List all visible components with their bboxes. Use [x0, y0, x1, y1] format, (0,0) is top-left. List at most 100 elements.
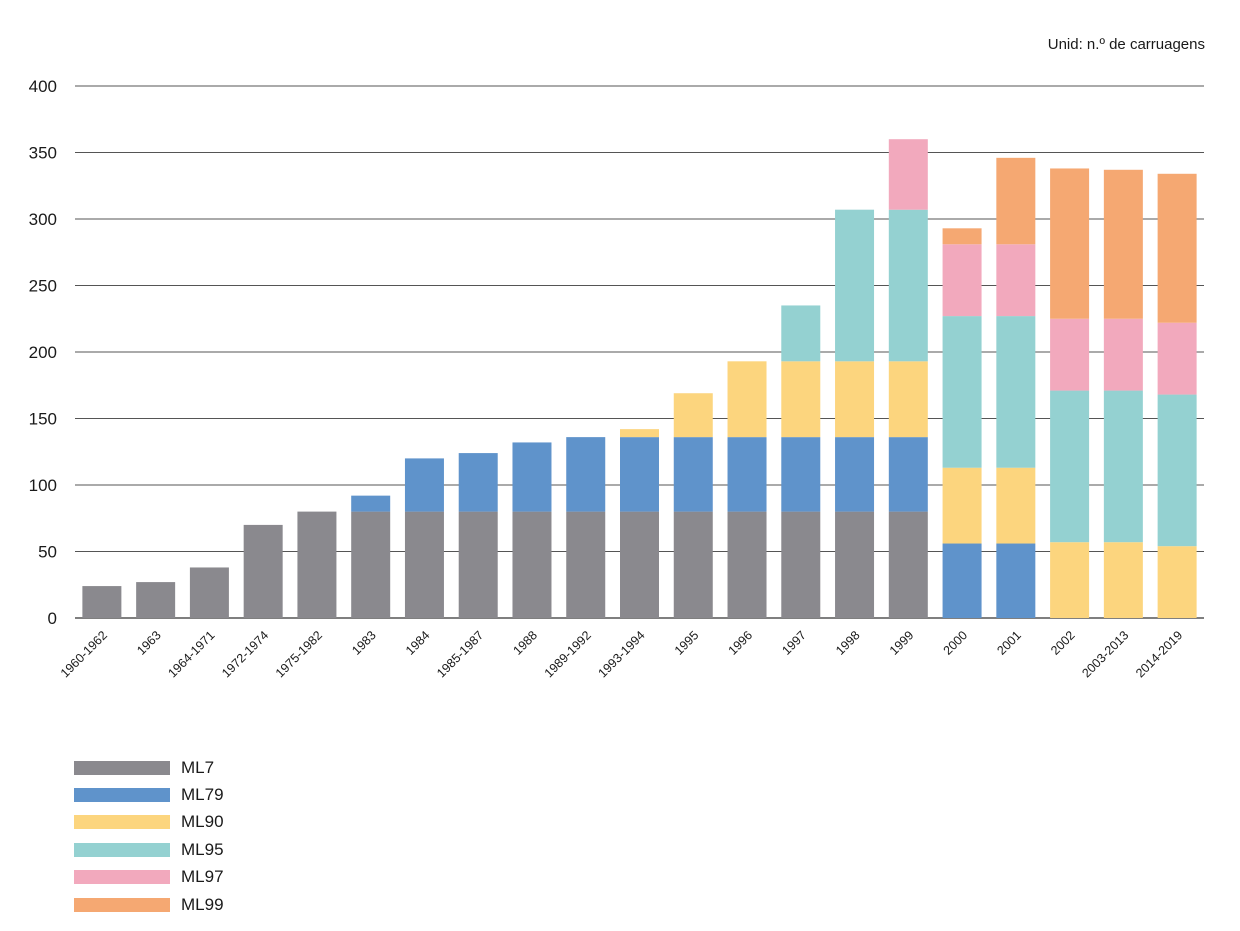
x-tick-label: 2000	[941, 628, 971, 658]
legend-item-ml99: ML99	[74, 891, 224, 918]
bar-segment-ml7	[781, 511, 821, 618]
legend-item-ml95: ML95	[74, 836, 224, 863]
bar-segment-ml79	[404, 458, 444, 512]
bar-segment-ml90	[835, 361, 875, 438]
legend-label: ML90	[181, 812, 224, 832]
bar-segment-ml79	[620, 437, 659, 512]
y-tick-label: 0	[48, 609, 57, 628]
bars	[82, 139, 1197, 618]
bar-segment-ml95	[1050, 390, 1090, 543]
x-axis-tick-labels: 1960-1962 1963 1964-1971 1972-1974 1975-1982…	[58, 628, 1185, 680]
legend-item-ml90: ML90	[74, 809, 224, 836]
bar-segment-ml79	[673, 437, 713, 512]
bar-segment-ml79	[351, 495, 391, 512]
bar-segment-ml7	[297, 511, 337, 618]
bar-segment-ml99	[1157, 173, 1197, 323]
bar-segment-ml90	[727, 361, 767, 438]
bar-segment-ml90	[1157, 546, 1197, 618]
bar-segment-ml97	[1157, 322, 1197, 395]
y-tick-label: 350	[29, 144, 57, 163]
legend: ML7 ML79 ML90 ML95 ML97 ML99	[74, 754, 224, 918]
bar-segment-ml7	[243, 524, 283, 618]
x-tick-label: 1993-1994	[595, 628, 647, 680]
x-tick-label: 1988	[511, 628, 541, 658]
bar-segment-ml79	[781, 437, 821, 512]
bar-segment-ml97	[1103, 318, 1143, 391]
x-tick-label: 1998	[833, 628, 863, 658]
y-tick-label: 250	[29, 277, 57, 296]
bar-segment-ml79	[942, 543, 982, 618]
bar-segment-ml95	[781, 305, 821, 362]
bar-segment-ml90	[942, 467, 982, 544]
bar-segment-ml90	[620, 429, 659, 438]
bar-segment-ml97	[1050, 318, 1090, 391]
bar-segment-ml95	[996, 316, 1036, 468]
y-tick-label: 300	[29, 210, 57, 229]
legend-item-ml7: ML7	[74, 754, 224, 781]
legend-swatch	[74, 897, 170, 912]
x-tick-label: 1989-1992	[542, 628, 594, 680]
bar-segment-ml7	[835, 511, 875, 618]
y-tick-label: 200	[29, 343, 57, 362]
x-tick-label: 1997	[779, 628, 809, 658]
bar-segment-ml79	[458, 453, 498, 512]
legend-label: ML79	[181, 785, 224, 805]
legend-swatch	[74, 842, 170, 857]
bar-segment-ml95	[942, 316, 982, 468]
legend-label: ML95	[181, 839, 224, 859]
bar-segment-ml97	[996, 244, 1036, 317]
bar-segment-ml79	[566, 437, 606, 512]
x-tick-label: 2002	[1048, 628, 1078, 658]
legend-swatch	[74, 760, 170, 775]
legend-label: ML97	[181, 867, 224, 887]
bar-segment-ml90	[673, 393, 713, 438]
y-tick-label: 400	[29, 77, 57, 96]
x-tick-label: 2003-2013	[1079, 628, 1131, 680]
y-axis-tick-labels: 0 50 100 150 200 250 300 350 400	[29, 77, 57, 628]
x-tick-label: 2001	[994, 628, 1024, 658]
legend-item-ml97: ML97	[74, 864, 224, 891]
x-tick-label: 1972-1974	[219, 628, 271, 680]
bar-segment-ml7	[512, 511, 552, 618]
bar-segment-ml95	[888, 209, 928, 362]
x-tick-label: 2014-2019	[1133, 628, 1185, 680]
bar-segment-ml7	[620, 511, 659, 618]
x-tick-label: 1975-1982	[273, 628, 325, 680]
bar-segment-ml7	[566, 511, 606, 618]
x-tick-label: 1995	[672, 628, 702, 658]
x-tick-label: 1996	[726, 628, 756, 658]
bar-segment-ml95	[1103, 390, 1143, 543]
x-tick-label: 1964-1971	[165, 628, 217, 680]
bar-segment-ml79	[996, 543, 1036, 618]
bar-segment-ml90	[888, 361, 928, 438]
x-tick-label: 1999	[887, 628, 917, 658]
x-tick-label: 1983	[349, 628, 379, 658]
bar-segment-ml79	[512, 442, 552, 512]
bar-segment-ml90	[1103, 542, 1143, 618]
x-tick-label: 1984	[403, 628, 433, 658]
bar-segment-ml79	[835, 437, 875, 512]
bar-segment-ml90	[781, 361, 821, 438]
y-tick-label: 100	[29, 476, 57, 495]
legend-item-ml79: ML79	[74, 781, 224, 808]
legend-label: ML99	[181, 894, 224, 914]
bar-segment-ml7	[888, 511, 928, 618]
legend-label: ML7	[181, 757, 215, 777]
bar-segment-ml99	[1103, 169, 1143, 319]
legend-swatch	[74, 870, 170, 885]
bar-segment-ml95	[835, 209, 875, 362]
bar-segment-ml7	[351, 511, 391, 618]
bar-segment-ml7	[458, 511, 498, 618]
unit-label: Unid: n.º de carruagens	[1047, 36, 1205, 53]
bar-segment-ml97	[942, 244, 982, 317]
bar-segment-ml7	[189, 567, 229, 618]
bar-segment-ml7	[727, 511, 767, 618]
x-tick-label: 1985-1987	[434, 628, 486, 680]
x-tick-label: 1960-1962	[58, 628, 110, 680]
y-tick-label: 50	[38, 543, 57, 562]
bar-segment-ml79	[888, 437, 928, 512]
legend-swatch	[74, 815, 170, 830]
bar-segment-ml7	[673, 511, 713, 618]
bar-segment-ml99	[1050, 168, 1090, 319]
x-tick-label: 1963	[134, 628, 164, 658]
